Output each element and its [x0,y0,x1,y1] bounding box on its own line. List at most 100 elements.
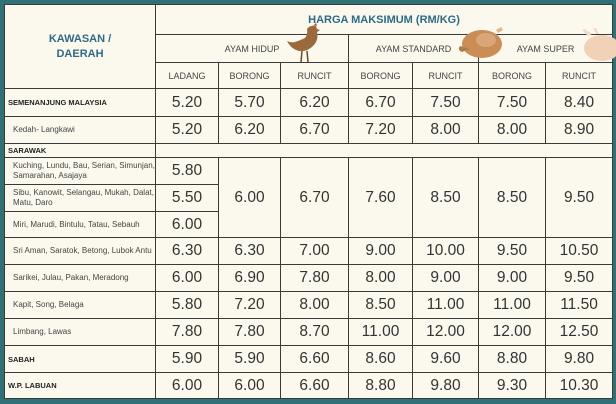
row-label: SARAWAK [4,143,156,158]
live-chicken-icon [287,23,320,63]
row-label: SEMENANJUNG MALAYSIA [4,88,156,117]
price-cell: 10.00 [412,237,479,265]
price-cell: 9.00 [478,264,546,292]
row-label: W.P. LABUAN [4,372,156,399]
row-label: SABAH [4,345,156,373]
row-label: Kapit, Song, Belaga [4,291,156,319]
price-cell: 8.40 [544,88,614,117]
table-row: Limbang, Lawas 7.80 7.80 8.70 11.00 12.00 12.0… [4,318,614,346]
price-title: HARGA MAKSIMUM (RM/KG) [154,4,614,35]
price-cell: 5.90 [218,345,281,373]
price-cell: 6.70 [280,157,349,238]
price-cell: 8.00 [348,264,413,292]
price-cell: 5.80 [155,291,219,319]
price-cell: 7.00 [280,237,349,265]
price-cell: 9.80 [544,345,614,373]
price-cell: 5.20 [155,116,219,144]
price-cell: 9.50 [544,264,614,292]
price-cell: 6.00 [155,264,219,292]
table-row: Miri, Marudi, Bintulu, Tatau, Sebauh 6.00 [4,211,613,238]
price-table-container: KAWASAN / DAERAH HARGA MAKSIMUM (RM/KG) … [4,4,616,399]
price-cell: 9.50 [544,157,614,238]
row-label: Kedah- Langkawi [4,116,156,144]
price-cell: 10.50 [544,237,614,265]
table-row: Sarikei, Julau, Pakan, Meradong 6.00 6.90 7… [4,264,614,292]
price-cell: 5.80 [155,157,219,185]
empty-cell [154,143,614,158]
price-cell: 5.50 [155,184,219,212]
price-cell: 11.50 [544,291,614,319]
price-cell: 7.50 [478,88,546,117]
table-row: Sibu, Kanowit, Selangau, Mukah, Dalat, M… [4,184,613,212]
price-cell: 6.60 [280,345,349,373]
column-header-ladang: LADANG [155,62,219,89]
region-header: KAWASAN / DAERAH [4,4,156,89]
price-cell: 11.00 [412,291,479,319]
row-label: Limbang, Lawas [4,318,156,346]
price-cell: 6.30 [155,237,219,265]
raw-chicken-icon [582,28,616,61]
price-cell: 8.50 [348,291,413,319]
price-cell: 9.60 [412,345,479,373]
row-label: Sarikei, Julau, Pakan, Meradong [4,264,156,292]
price-cell: 9.30 [478,372,546,399]
price-cell: 10.30 [544,372,614,399]
table-row: SEMENANJUNG MALAYSIA 5.20 5.70 6.20 6.70 7.50… [4,88,614,117]
price-cell: 8.50 [478,157,546,238]
price-cell: 8.70 [280,318,349,346]
price-cell: 5.70 [218,88,281,117]
table-row: SABAH 5.90 5.90 6.60 8.60 9.60 8.80 9.80 [4,345,614,373]
price-cell: 9.00 [412,264,479,292]
price-cell: 6.70 [280,116,349,144]
price-cell: 8.90 [544,116,614,144]
column-header-borong: BORONG [348,62,413,89]
price-cell: 12.00 [412,318,479,346]
column-header-runcit: RUNCIT [280,62,349,89]
group-ayam-standard: AYAM STANDARD [348,34,479,63]
price-cell: 8.80 [348,372,413,399]
table-row: Kedah- Langkawi 5.20 6.20 6.70 7.20 8.00 8.00 8… [4,116,614,144]
table-row: Sri Aman, Saratok, Betong, Lubok Antu 6.3… [4,237,614,265]
row-label: Kuching, Lundu, Bau, Serian, Simunjan, S… [4,157,156,185]
column-header-runcit: RUNCIT [412,62,479,89]
price-table: KAWASAN / DAERAH HARGA MAKSIMUM (RM/KG) … [4,4,614,399]
price-cell: 6.00 [218,372,281,399]
price-cell: 5.20 [155,88,219,117]
price-cell: 6.70 [348,88,413,117]
price-cell: 6.20 [218,116,281,144]
price-cell: 6.90 [218,264,281,292]
roast-chicken-icon [458,27,503,58]
price-cell: 6.30 [218,237,281,265]
price-cell: 8.80 [478,345,546,373]
table-row: Kapit, Song, Belaga 5.80 7.20 8.00 8.50 11.00… [4,291,614,319]
column-header-runcit: RUNCIT [544,62,614,89]
price-cell: 9.80 [412,372,479,399]
table-row: SARAWAK [4,143,614,158]
price-cell: 9.00 [348,237,413,265]
group-ayam-hidup: AYAM HIDUP [155,34,349,63]
table-row: Kuching, Lundu, Bau, Serian, Simunjan, S… [4,157,614,238]
price-cell: 6.60 [280,372,349,399]
price-cell: 8.00 [280,291,349,319]
price-cell: 11.00 [348,318,413,346]
price-cell: 5.90 [155,345,219,373]
price-cell: 7.50 [412,88,479,117]
price-cell: 11.00 [478,291,546,319]
price-cell: 7.80 [155,318,219,346]
price-cell: 12.00 [478,318,546,346]
row-label: Miri, Marudi, Bintulu, Tatau, Sebauh [4,211,156,238]
column-header-borong: BORONG [218,62,281,89]
price-cell: 6.00 [155,211,219,238]
price-cell: 6.00 [155,372,219,399]
table-row: W.P. LABUAN 6.00 6.00 6.60 8.80 9.80 9.30 10.30 [4,372,614,399]
price-cell: 7.60 [348,157,413,238]
row-label: Sri Aman, Saratok, Betong, Lubok Antu [4,237,156,265]
price-cell: 8.00 [412,116,479,144]
price-cell: 7.20 [348,116,413,144]
price-cell: 6.20 [280,88,349,117]
row-label: Sibu, Kanowit, Selangau, Mukah, Dalat, M… [4,184,156,212]
price-cell: 6.00 [218,157,281,238]
price-cell: 8.50 [412,157,479,238]
price-cell: 7.80 [280,264,349,292]
price-cell: 9.50 [478,237,546,265]
